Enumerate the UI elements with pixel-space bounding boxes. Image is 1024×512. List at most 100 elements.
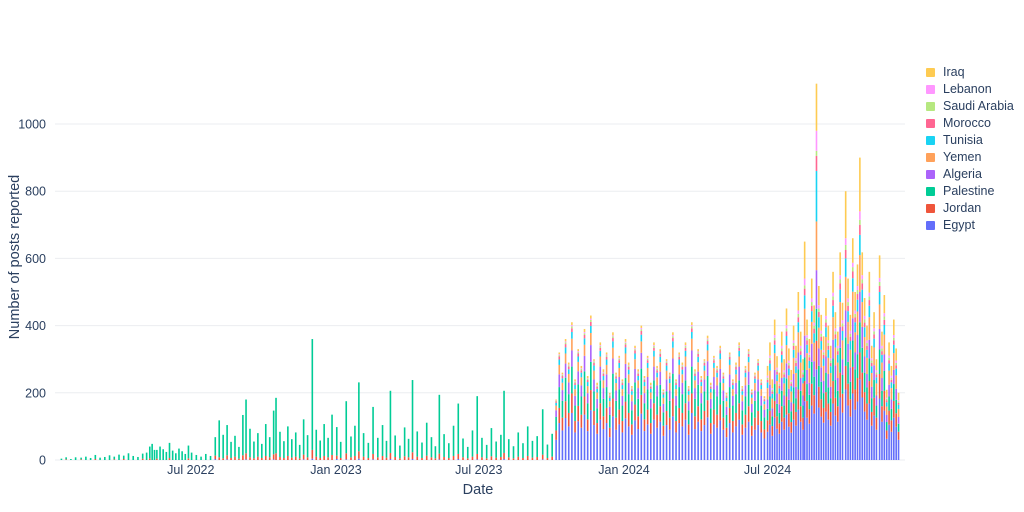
legend-item[interactable]: Egypt: [926, 217, 1014, 234]
bar-segment: [836, 345, 839, 349]
bar-segment: [65, 457, 67, 460]
bar-segment: [599, 347, 602, 351]
bar-segment: [272, 410, 275, 455]
legend-item[interactable]: Palestine: [926, 183, 1014, 200]
bar-segment: [849, 336, 852, 342]
bar-segment: [564, 341, 567, 343]
bar-segment: [827, 325, 830, 341]
bar-segment: [656, 385, 658, 397]
bar-segment: [757, 360, 759, 362]
bar-segment: [291, 457, 293, 460]
bar-segment: [875, 359, 878, 371]
bar-segment: [257, 456, 259, 460]
bar-segment: [757, 391, 759, 411]
bar-segment: [631, 424, 633, 435]
bar-segment: [783, 429, 785, 460]
bar-segment: [854, 389, 856, 410]
legend-item[interactable]: Lebanon: [926, 81, 1014, 98]
bar-segment: [863, 322, 866, 328]
bar-segment: [586, 380, 589, 383]
bar-segment: [558, 364, 561, 375]
bar-segment: [226, 459, 228, 460]
bar-segment: [558, 356, 561, 360]
bar-segment: [476, 453, 479, 460]
bar-segment: [593, 370, 595, 380]
bar-segment: [792, 387, 795, 404]
bar-segment: [612, 341, 614, 348]
bar-segment: [577, 353, 580, 357]
bar-segment: [780, 351, 783, 355]
bar-segment: [866, 349, 868, 358]
bar-segment: [122, 455, 125, 459]
bar-segment: [643, 419, 646, 432]
bar-segment: [709, 386, 712, 389]
bar-segment: [815, 340, 818, 370]
bar-segment: [668, 372, 671, 375]
bar-segment: [637, 371, 639, 373]
legend-swatch-icon: [926, 221, 935, 230]
bar-segment: [634, 420, 636, 460]
bar-segment: [283, 457, 285, 460]
bar-segment: [851, 291, 854, 319]
bar-segment: [637, 369, 639, 372]
bar-segment: [818, 308, 820, 312]
bar-segment: [839, 326, 841, 348]
legend-item[interactable]: Iraq: [926, 64, 1014, 81]
bar-segment: [797, 310, 800, 314]
bar-segment: [873, 365, 875, 381]
bar-segment: [634, 368, 636, 383]
legend-item[interactable]: Algeria: [926, 166, 1014, 183]
bar-segment: [709, 382, 712, 386]
bar-segment: [631, 388, 633, 390]
bar-segment: [792, 357, 795, 374]
bar-segment: [319, 440, 322, 458]
bar-segment: [827, 373, 830, 388]
bar-segment: [841, 374, 844, 394]
bar-segment: [637, 376, 639, 381]
bar-segment: [747, 352, 750, 354]
bar-segment: [757, 410, 759, 426]
bar-segment: [866, 340, 868, 344]
bar-segment: [691, 412, 693, 460]
bar-segment: [818, 311, 820, 318]
bar-segment: [668, 375, 671, 377]
bar-segment: [881, 354, 883, 363]
legend-item[interactable]: Morocco: [926, 115, 1014, 132]
bar-segment: [649, 385, 652, 386]
legend-item[interactable]: Saudi Arabia: [926, 98, 1014, 115]
bar-segment: [890, 399, 893, 409]
bar-segment: [818, 305, 820, 309]
bar-segment: [875, 372, 878, 375]
bar-segment: [659, 353, 662, 357]
bar-segment: [302, 454, 305, 460]
bar-segment: [725, 397, 728, 402]
bar-segment: [829, 386, 832, 399]
bar-segment: [829, 358, 832, 361]
bar-segment: [684, 403, 687, 420]
bar-segment: [803, 241, 806, 279]
bar-segment: [813, 305, 815, 323]
bar-segment: [662, 389, 665, 392]
bar-segment: [583, 371, 586, 397]
bar-segment: [885, 438, 888, 460]
bar-segment: [897, 408, 900, 417]
bar-segment: [567, 362, 570, 365]
legend-item[interactable]: Jordan: [926, 200, 1014, 217]
bar-segment: [89, 457, 92, 460]
bar-segment: [571, 338, 573, 351]
legend-item[interactable]: Tunisia: [926, 132, 1014, 149]
bar-segment: [541, 409, 544, 455]
bar-segment: [883, 316, 886, 320]
bar-segment: [776, 367, 778, 370]
legend-item[interactable]: Yemen: [926, 149, 1014, 166]
bar-segment: [618, 360, 621, 363]
bar-segment: [571, 326, 573, 329]
bar-segment: [725, 406, 728, 415]
legend-label: Morocco: [943, 116, 991, 130]
bar-segment: [372, 453, 374, 460]
bar-segment: [744, 414, 747, 428]
bar-segment: [806, 353, 808, 370]
bar-segment: [567, 394, 570, 413]
bar-segment: [868, 403, 871, 460]
bar-segment: [640, 352, 643, 369]
